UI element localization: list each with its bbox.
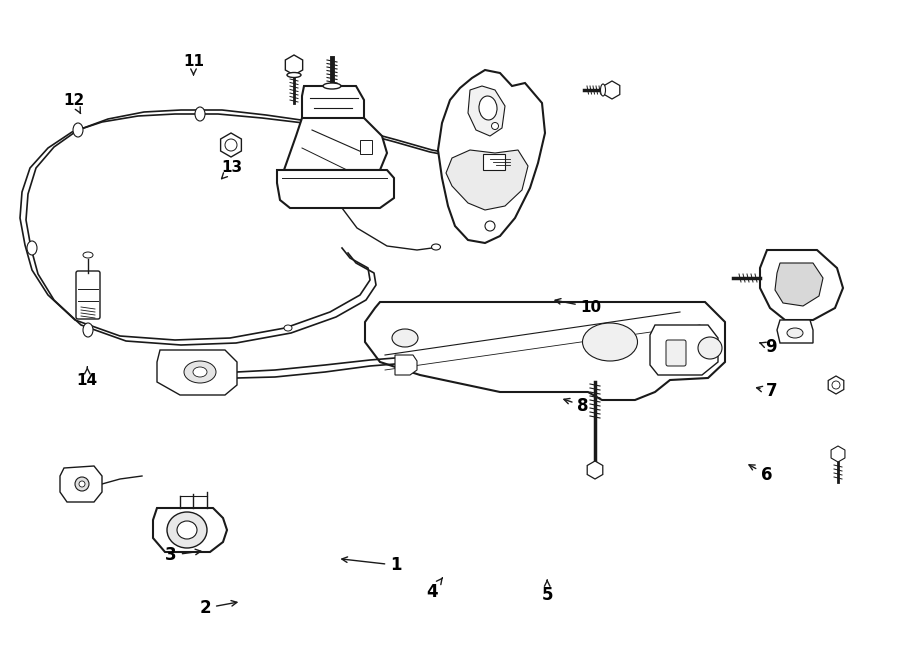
Polygon shape [650,325,718,375]
Polygon shape [284,118,387,170]
FancyBboxPatch shape [76,271,100,319]
FancyBboxPatch shape [666,340,686,366]
Polygon shape [285,55,302,75]
Ellipse shape [83,323,93,337]
Ellipse shape [167,512,207,548]
Text: 6: 6 [749,465,772,484]
Ellipse shape [287,73,301,77]
Text: 8: 8 [564,397,589,415]
Text: 3: 3 [166,546,201,564]
Polygon shape [775,263,823,306]
Ellipse shape [491,122,499,130]
Ellipse shape [177,521,197,539]
Text: 14: 14 [76,367,98,387]
Ellipse shape [392,329,418,347]
FancyBboxPatch shape [483,154,505,170]
Text: 5: 5 [542,580,553,604]
Polygon shape [153,508,227,552]
Ellipse shape [79,481,85,487]
Polygon shape [302,86,364,130]
Polygon shape [468,86,505,136]
Ellipse shape [323,83,341,89]
Polygon shape [220,133,241,157]
Polygon shape [438,70,545,243]
Polygon shape [395,355,417,375]
Text: 9: 9 [760,338,777,356]
Ellipse shape [75,477,89,491]
Polygon shape [60,466,102,502]
Polygon shape [828,376,844,394]
Ellipse shape [193,367,207,377]
Ellipse shape [600,84,606,96]
Ellipse shape [225,139,237,151]
Ellipse shape [284,325,292,331]
Text: 11: 11 [183,54,204,75]
Text: 7: 7 [757,382,777,401]
Ellipse shape [73,123,83,137]
Ellipse shape [832,381,840,389]
Ellipse shape [27,241,37,255]
FancyBboxPatch shape [360,140,372,154]
Polygon shape [157,350,237,395]
Polygon shape [760,250,843,320]
Text: 1: 1 [342,556,401,574]
Text: 12: 12 [63,93,85,114]
Polygon shape [587,461,603,479]
Ellipse shape [479,96,497,120]
Ellipse shape [83,252,93,258]
Ellipse shape [485,221,495,231]
Text: 4: 4 [427,578,443,601]
Polygon shape [777,320,813,343]
Text: 13: 13 [221,161,243,178]
Polygon shape [365,302,725,400]
Ellipse shape [698,337,722,359]
Text: 10: 10 [555,299,602,315]
Ellipse shape [184,361,216,383]
Ellipse shape [195,107,205,121]
Ellipse shape [431,244,440,250]
Ellipse shape [582,323,637,361]
Text: 2: 2 [200,599,237,617]
Polygon shape [277,170,394,208]
Polygon shape [831,446,845,462]
Polygon shape [446,150,528,210]
Ellipse shape [787,328,803,338]
Polygon shape [604,81,620,99]
